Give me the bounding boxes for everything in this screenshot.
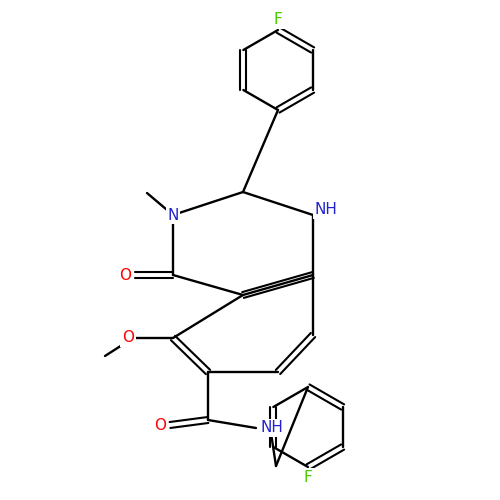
Text: O: O xyxy=(119,268,131,282)
Text: O: O xyxy=(154,418,166,432)
Text: O: O xyxy=(122,330,134,345)
Text: F: F xyxy=(304,470,312,484)
Text: NH: NH xyxy=(261,420,284,436)
Text: N: N xyxy=(168,208,178,222)
Text: NH: NH xyxy=(315,202,338,218)
Text: F: F xyxy=(274,12,282,28)
